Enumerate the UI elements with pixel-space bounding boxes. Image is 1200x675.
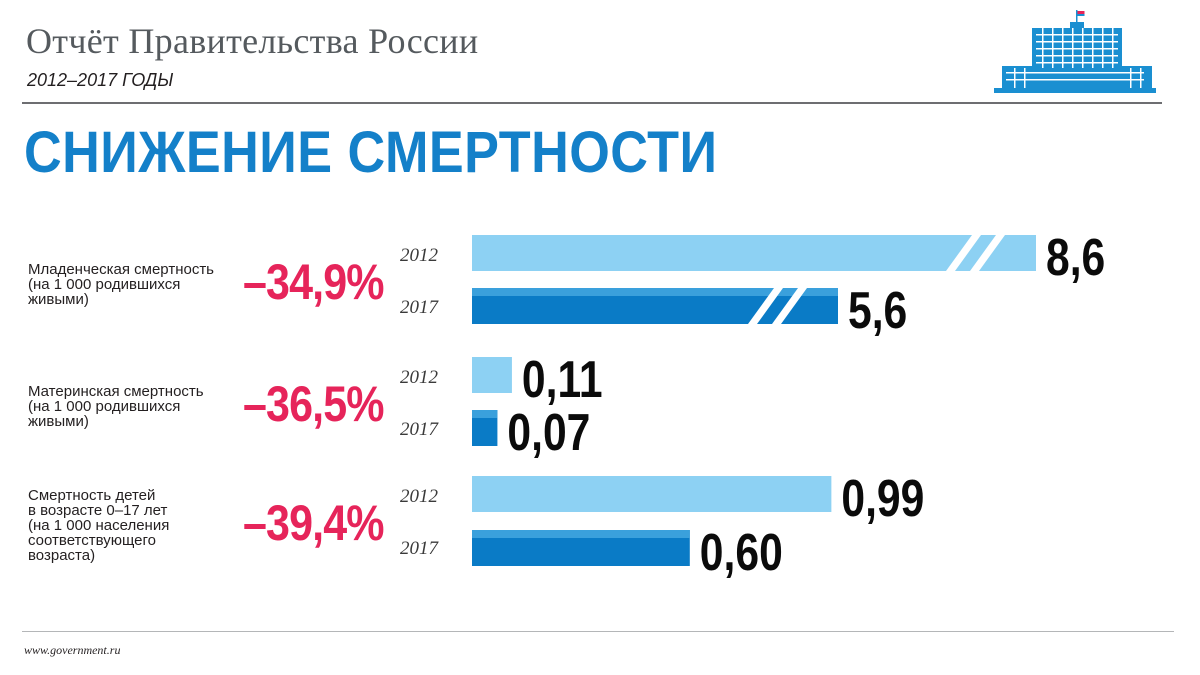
category-label-line: соответствующего (28, 532, 156, 549)
bar (472, 357, 512, 393)
axis-break-mark (970, 235, 1005, 271)
bar (472, 235, 1036, 271)
category-label-line: (на 1 000 населения (28, 517, 170, 534)
year-label: 2017 (400, 297, 438, 318)
bar-highlight (472, 410, 498, 418)
category-label-maternal: Материнская смертность (на 1 000 родивши… (28, 384, 204, 429)
footer-site: www.government.ru (24, 643, 121, 657)
bar-value-label: 0,07 (507, 404, 590, 462)
bar-value-label: 0,99 (841, 470, 924, 528)
category-label-line: Смертность детей (28, 487, 156, 504)
year-label: 2012 (400, 245, 438, 266)
change-percent-children: –39,4% (243, 495, 385, 551)
header-divider (22, 102, 1162, 104)
category-label-line: Материнская смертность (28, 383, 204, 400)
bar-highlight (472, 288, 838, 296)
axis-break-mark (946, 235, 981, 271)
category-label-line: живыми) (28, 413, 89, 430)
category-label-line: (на 1 000 родившихся (28, 276, 181, 293)
axis-break-mark (772, 288, 807, 324)
footer-divider (22, 631, 1174, 632)
year-label: 2012 (400, 367, 438, 388)
government-building-icon (994, 10, 1156, 93)
category-label-line: живыми) (28, 291, 89, 308)
category-label-line: в возрасте 0–17 лет (28, 502, 168, 519)
change-percent-maternal: –36,5% (243, 376, 385, 432)
main-title: СНИЖЕНИЕ СМЕРТНОСТИ (24, 120, 718, 185)
bar (472, 476, 832, 512)
category-label-line: Младенческая смертность (28, 261, 214, 278)
axis-break-mark (748, 288, 783, 324)
report-title: Отчёт Правительства России (26, 21, 479, 61)
bar-value-label: 0,11 (522, 351, 603, 409)
change-percent-infant: –34,9% (243, 254, 385, 310)
bar-value-label: 5,6 (848, 282, 907, 340)
category-label-infant: Младенческая смертность (на 1 000 родивш… (28, 262, 214, 307)
bar-value-label: 8,6 (1046, 229, 1105, 287)
year-label: 2012 (400, 486, 438, 507)
bar-value-label: 0,60 (700, 524, 783, 582)
year-label: 2017 (400, 419, 438, 440)
category-label-line: возраста) (28, 547, 96, 564)
report-years: 2012–2017 ГОДЫ (27, 70, 174, 90)
bar-highlight (472, 530, 690, 538)
category-label-line: (на 1 000 родившихся (28, 398, 181, 415)
year-label: 2017 (400, 538, 438, 559)
category-label-children: Смертность детей в возрасте 0–17 лет (на… (28, 488, 169, 563)
